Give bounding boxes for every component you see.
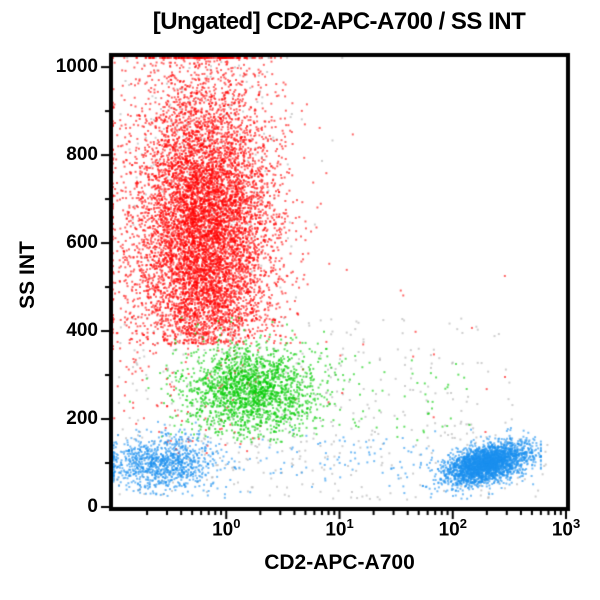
x-tick-label: 101	[325, 516, 354, 541]
chart-title: [Ungated] CD2-APC-A700 / SS INT	[152, 8, 526, 35]
y-tick-label: 400	[66, 320, 98, 342]
y-tick-label: 600	[66, 232, 98, 254]
y-tick-label: 200	[66, 408, 98, 430]
y-tick-label: 0	[87, 496, 98, 517]
x-axis-label: CD2-APC-A700	[264, 551, 415, 574]
x-tick-label: 100	[212, 516, 241, 541]
y-tick-label: 800	[66, 144, 98, 166]
x-tick-label: 103	[551, 516, 581, 541]
y-tick-label: 1000	[55, 56, 98, 78]
x-tick-label: 102	[438, 516, 467, 541]
y-axis-label: SS INT	[16, 241, 39, 309]
